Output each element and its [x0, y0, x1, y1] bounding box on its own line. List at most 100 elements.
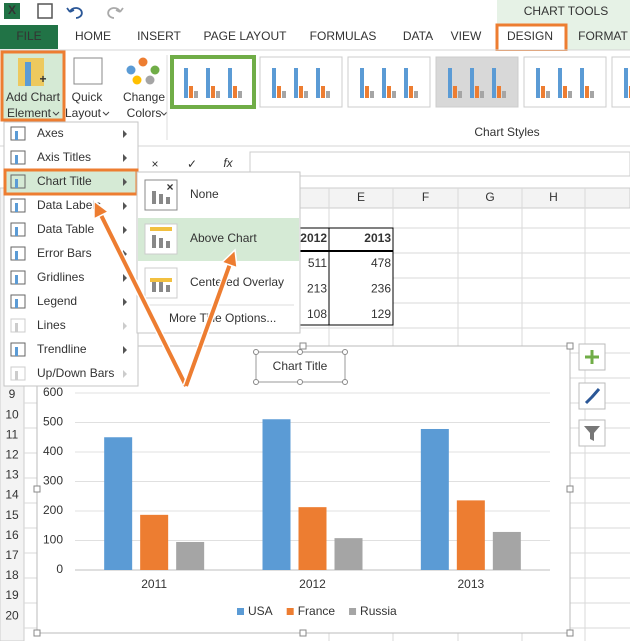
thumbnail-bar — [277, 86, 281, 98]
menu-item-icon-bar — [15, 227, 18, 236]
column-header: G — [485, 190, 494, 204]
ribbon-tab[interactable]: VIEW — [451, 29, 482, 43]
function-icon[interactable]: fx — [223, 156, 233, 170]
thumbnail-bar — [590, 91, 594, 98]
y-tick-label: 300 — [43, 474, 63, 488]
menu-item-label[interactable]: Data Table — [37, 222, 94, 236]
menu-item-label[interactable]: Data Labels — [37, 198, 101, 212]
ribbon-tab[interactable]: DATA — [403, 29, 433, 43]
submenu-icon-bar — [152, 279, 156, 292]
formula-input[interactable] — [249, 151, 630, 177]
menu-item-label[interactable]: Error Bars — [37, 246, 92, 260]
submenu-item-label[interactable]: Above Chart — [190, 231, 257, 245]
chart-resize-handle[interactable] — [33, 629, 41, 637]
menu-item-label[interactable]: Trendline — [37, 342, 87, 356]
menu-item-label[interactable]: Chart Title — [37, 174, 92, 188]
ribbon-button-label[interactable]: Quick — [72, 90, 104, 104]
chart-elements-icon — [585, 350, 599, 364]
chart-resize-handle[interactable] — [566, 485, 574, 493]
thumbnail-bar — [563, 86, 567, 98]
menu-item-label: Lines — [37, 318, 66, 332]
file-tab[interactable] — [0, 25, 58, 49]
menu-item-label[interactable]: Gridlines — [37, 270, 84, 284]
chart-resize-handle[interactable] — [33, 485, 41, 493]
chart-title[interactable]: Chart Title — [273, 359, 328, 373]
ribbon-button-label[interactable]: Change — [123, 90, 165, 104]
submenu-icon-bar — [159, 194, 163, 204]
ribbon-tab[interactable]: FILE — [16, 29, 41, 43]
title-handle — [342, 349, 348, 355]
save-icon[interactable] — [37, 3, 53, 19]
submenu-item-label[interactable]: Centered Overlay — [190, 275, 284, 289]
legend-label: Russia — [360, 604, 397, 618]
chart-side-button[interactable] — [578, 382, 606, 410]
row-header: 17 — [5, 548, 19, 562]
thumbnail-bar — [228, 68, 232, 98]
thumbnail-bar — [382, 68, 386, 98]
ribbon-group-label: Chart Styles — [474, 125, 539, 139]
ribbon-button-label[interactable]: Add Chart — [6, 90, 61, 104]
legend-swatch — [286, 608, 294, 615]
title-handle — [253, 349, 259, 355]
chart-styles-icon — [584, 388, 601, 405]
thumbnail-bar — [189, 86, 193, 98]
bar — [334, 538, 363, 570]
row-header: 16 — [5, 528, 19, 542]
submenu-arrow — [123, 178, 127, 186]
chart-resize-handle[interactable] — [299, 629, 307, 637]
ribbon-tab[interactable]: DESIGN — [507, 29, 553, 43]
chart-resize-handle[interactable] — [566, 342, 574, 350]
ribbon-tab[interactable]: FORMULAS — [310, 29, 377, 43]
thumbnail-bar — [392, 91, 396, 98]
y-tick-label: 600 — [43, 385, 63, 399]
row-header: 9 — [9, 387, 16, 401]
redo-icon[interactable] — [107, 7, 124, 19]
chart-resize-handle[interactable] — [299, 342, 307, 350]
thumbnail-bar — [216, 91, 220, 98]
ribbon-button-label[interactable]: Element — [7, 106, 52, 120]
chart-style-thumbnail[interactable] — [170, 55, 256, 109]
y-tick-label: 100 — [43, 533, 63, 547]
menu-item-icon-bar — [15, 371, 18, 380]
title-handle — [253, 379, 259, 385]
title-handle — [297, 349, 303, 355]
thumbnail-bar — [206, 68, 210, 98]
thumbnail-bar — [282, 91, 286, 98]
table-cell: 478 — [371, 256, 391, 270]
callout-arrow — [184, 264, 232, 387]
excel-icon-x: X — [8, 3, 16, 17]
y-tick-label: 0 — [56, 562, 63, 576]
submenu-arrow — [123, 226, 127, 234]
submenu-item-label[interactable]: None — [190, 187, 219, 201]
submenu-icon-bar — [159, 238, 163, 248]
submenu-arrow — [123, 370, 127, 378]
legend-swatch — [349, 608, 357, 615]
menu-item-label[interactable]: Legend — [37, 294, 77, 308]
menu-item-label: Up/Down Bars — [37, 366, 114, 380]
dropdown-arrow — [160, 111, 168, 116]
submenu-icon-bar — [159, 282, 163, 292]
legend-swatch — [237, 608, 244, 615]
ribbon-tab[interactable]: FORMAT — [578, 29, 628, 43]
ribbon-button-label[interactable]: Colors — [127, 106, 162, 120]
thumbnail-bar — [414, 91, 418, 98]
row-header: 19 — [5, 588, 19, 602]
column-header: F — [422, 190, 429, 204]
excel-icon — [4, 3, 20, 19]
menu-item-label[interactable]: Axis Titles — [37, 150, 91, 164]
menu-item-label[interactable]: Axes — [37, 126, 64, 140]
ribbon-button-label[interactable]: Layout — [65, 106, 102, 120]
x-tick-label: 2012 — [299, 577, 326, 591]
submenu-icon-bar — [166, 285, 170, 292]
ribbon-tab[interactable]: INSERT — [137, 29, 181, 43]
thumbnail-bar — [475, 86, 479, 98]
table-cell: 236 — [371, 282, 391, 296]
thumbnail-bar — [211, 86, 215, 98]
chart-resize-handle[interactable] — [566, 629, 574, 637]
thumbnail-bar — [326, 91, 330, 98]
submenu-more-options[interactable]: More Title Options... — [169, 311, 276, 325]
undo-icon[interactable] — [66, 7, 83, 19]
thumbnail-bar — [409, 86, 413, 98]
ribbon-tab[interactable]: PAGE LAYOUT — [204, 29, 288, 43]
ribbon-tab[interactable]: HOME — [75, 29, 111, 43]
